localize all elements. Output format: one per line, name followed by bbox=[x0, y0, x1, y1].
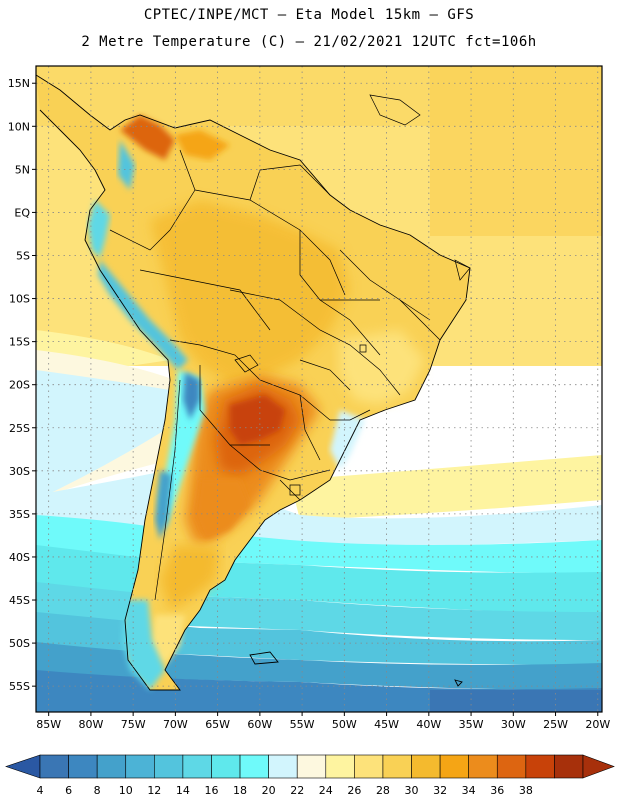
lakes bbox=[234, 344, 367, 496]
colorbar-swatch bbox=[525, 754, 555, 779]
colorbar-tick-label: 30 bbox=[405, 784, 419, 797]
colorbar-swatch bbox=[154, 754, 184, 779]
colorbar-swatch bbox=[554, 754, 584, 779]
country-borders bbox=[109, 149, 441, 601]
colorbar-tick-label: 8 bbox=[94, 784, 101, 797]
lon-tick-label: 35W bbox=[459, 718, 484, 731]
lat-tick-label: 20S bbox=[9, 379, 30, 392]
colorbar-tick-label: 34 bbox=[462, 784, 476, 797]
colorbar-swatch bbox=[211, 754, 241, 779]
colorbar-tick-label: 4 bbox=[37, 784, 44, 797]
colorbar-swatch bbox=[239, 754, 269, 779]
colorbar-swatch bbox=[354, 754, 384, 779]
lon-tick-label: 70W bbox=[163, 718, 188, 731]
lat-tick-label: 5N bbox=[15, 163, 30, 176]
lat-tick-label: 30S bbox=[9, 465, 30, 478]
map-frame bbox=[35, 65, 603, 713]
colorbar-tick-label: 24 bbox=[319, 784, 333, 797]
lat-tick-label: 40S bbox=[9, 551, 30, 564]
colorbar-tick-label: 20 bbox=[262, 784, 276, 797]
colorbar-swatch bbox=[439, 754, 469, 779]
chart-title: CPTEC/INPE/MCT – Eta Model 15km – GFS bbox=[143, 7, 475, 23]
colorbar-swatch bbox=[468, 754, 498, 779]
colorbar-underflow-arrow bbox=[5, 754, 41, 779]
lon-tick-label: 60W bbox=[247, 718, 272, 731]
lon-tick-label: 80W bbox=[78, 718, 103, 731]
lat-tick-label: 5S bbox=[16, 249, 30, 262]
lon-tick-label: 75W bbox=[121, 718, 146, 731]
lon-tick-label: 20W bbox=[585, 718, 610, 731]
lat-tick-label: 15N bbox=[8, 77, 30, 90]
lon-tick-label: 65W bbox=[205, 718, 230, 731]
colorbar-tick-label: 14 bbox=[176, 784, 190, 797]
lon-tick-label: 25W bbox=[543, 718, 568, 731]
lat-tick-label: EQ bbox=[14, 206, 30, 219]
lat-tick-label: 55S bbox=[9, 680, 30, 693]
lat-tick-label: 50S bbox=[9, 637, 30, 650]
coastline bbox=[36, 74, 471, 691]
colorbar-swatch bbox=[268, 754, 298, 779]
colorbar bbox=[5, 754, 615, 779]
lat-tick-label: 15S bbox=[9, 336, 30, 349]
lon-tick-label: 55W bbox=[290, 718, 315, 731]
colorbar-tick-label: 38 bbox=[519, 784, 533, 797]
lon-tick-label: 45W bbox=[374, 718, 399, 731]
lon-tick-label: 50W bbox=[332, 718, 357, 731]
colorbar-tick-label: 36 bbox=[490, 784, 504, 797]
lat-tick-label: 25S bbox=[9, 422, 30, 435]
colorbar-tick-label: 26 bbox=[347, 784, 361, 797]
chart-subtitle: 2 Metre Temperature (C) – 21/02/2021 12U… bbox=[81, 34, 537, 50]
colorbar-swatch bbox=[496, 754, 527, 779]
colorbar-tick-label: 10 bbox=[119, 784, 133, 797]
colorbar-tick-label: 16 bbox=[204, 784, 218, 797]
lat-tick-label: 45S bbox=[9, 594, 30, 607]
lat-tick-label: 10N bbox=[8, 120, 30, 133]
colorbar-overflow-arrow bbox=[582, 754, 615, 779]
colorbar-swatch bbox=[382, 754, 412, 779]
lon-tick-label: 85W bbox=[36, 718, 61, 731]
colorbar-tick-label: 6 bbox=[65, 784, 72, 797]
longitude-axis: 85W 80W 75W 70W 65W 60W 55W 50W 45W 40W 35W 30W 25W 2… bbox=[36, 712, 610, 731]
colorbar-swatch bbox=[125, 754, 155, 779]
temperature-field bbox=[36, 66, 602, 712]
colorbar-swatch bbox=[68, 754, 98, 779]
lat-tick-label: 35S bbox=[9, 508, 30, 521]
colorbar-labels: 4 6 8 10 12 14 16 18 20 22 24 26 28 30 32 34 36 38 bbox=[37, 784, 533, 797]
colorbar-tick-label: 28 bbox=[376, 784, 390, 797]
continent-land bbox=[36, 75, 470, 690]
lat-tick-label: 10S bbox=[9, 293, 30, 306]
colorbar-swatch bbox=[39, 754, 69, 779]
colorbar-swatch bbox=[296, 754, 327, 779]
latitude-axis: 15N 10N 5N EQ 5S 10S 15S 20S 25S 30S 35S 40S 45S 50S 5… bbox=[8, 77, 36, 693]
colorbar-tick-label: 18 bbox=[233, 784, 247, 797]
colorbar-tick-label: 22 bbox=[290, 784, 304, 797]
colorbar-swatch bbox=[325, 754, 355, 779]
colorbar-tick-label: 32 bbox=[433, 784, 447, 797]
colorbar-swatch bbox=[411, 754, 441, 779]
lat-lon-grid bbox=[36, 66, 602, 712]
colorbar-swatch bbox=[96, 754, 127, 779]
colorbar-tick-label: 12 bbox=[147, 784, 161, 797]
lon-tick-label: 30W bbox=[501, 718, 526, 731]
colorbar-swatch bbox=[182, 754, 212, 779]
lon-tick-label: 40W bbox=[416, 718, 441, 731]
